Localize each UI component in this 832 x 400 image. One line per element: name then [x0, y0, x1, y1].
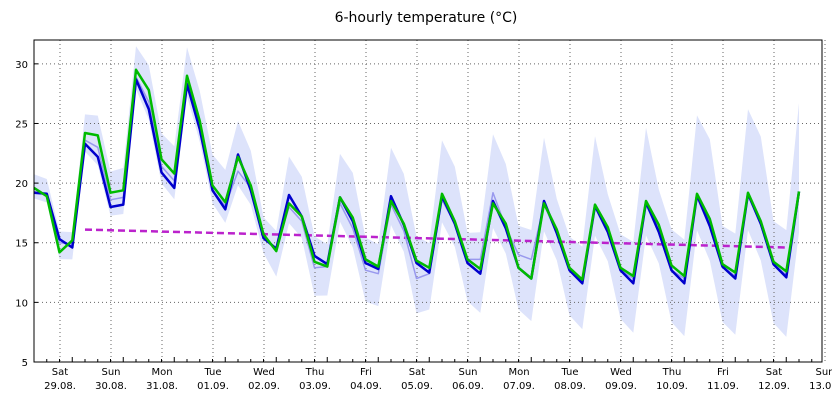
x-tick-date-label: 04.09.: [350, 381, 382, 392]
x-tick-day-label: Mon: [508, 367, 529, 378]
x-tick-day-label: Tue: [560, 367, 578, 378]
y-tick-label: 25: [15, 119, 28, 130]
x-tick-date-label: 06.09.: [452, 381, 484, 392]
x-tick-date-label: 10.09.: [656, 381, 688, 392]
y-tick-label: 30: [15, 60, 28, 71]
x-tick-day-label: Sat: [766, 367, 782, 378]
x-tick-date-label: 31.08.: [146, 381, 178, 392]
x-tick-date-label: 30.08.: [95, 381, 127, 392]
x-tick-date-label: 01.09.: [197, 381, 229, 392]
x-tick-day-label: Sun: [815, 367, 832, 378]
x-tick-day-label: Fri: [360, 367, 372, 378]
x-tick-date-label: 13.09.: [809, 381, 832, 392]
x-tick-date-label: 03.09.: [299, 381, 331, 392]
x-tick-date-label: 12.09.: [758, 381, 790, 392]
x-tick-day-label: Fri: [717, 367, 729, 378]
x-tick-day-label: Thu: [662, 367, 682, 378]
series-line-0: [33, 78, 801, 285]
chart-title: 6-hourly temperature (°C): [334, 10, 518, 26]
x-tick-day-label: Wed: [253, 367, 275, 378]
x-tick-day-label: Sat: [52, 367, 68, 378]
x-tick-day-label: Sat: [409, 367, 425, 378]
x-tick-day-label: Wed: [610, 367, 632, 378]
y-tick-label: 10: [15, 298, 28, 309]
plot-frame: [33, 39, 823, 363]
x-tick-date-label: 07.09.: [503, 381, 535, 392]
x-tick-date-label: 08.09.: [554, 381, 586, 392]
x-tick-day-label: Mon: [151, 367, 172, 378]
y-tick-label: 20: [15, 179, 28, 190]
y-tick-label: 15: [15, 239, 28, 250]
x-tick-day-label: Thu: [305, 367, 325, 378]
x-tick-date-label: 11.09.: [707, 381, 739, 392]
x-tick-date-label: 29.08.: [44, 381, 76, 392]
y-tick-label: 5: [22, 358, 28, 369]
series-line-3: [84, 228, 787, 249]
x-tick-day-label: Sun: [101, 367, 120, 378]
x-tick-day-label: Sun: [458, 367, 477, 378]
x-tick-date-label: 05.09.: [401, 381, 433, 392]
x-tick-date-label: 02.09.: [248, 381, 280, 392]
x-tick-day-label: Tue: [203, 367, 221, 378]
x-tick-date-label: 09.09.: [605, 381, 637, 392]
series-line-1: [33, 68, 801, 281]
